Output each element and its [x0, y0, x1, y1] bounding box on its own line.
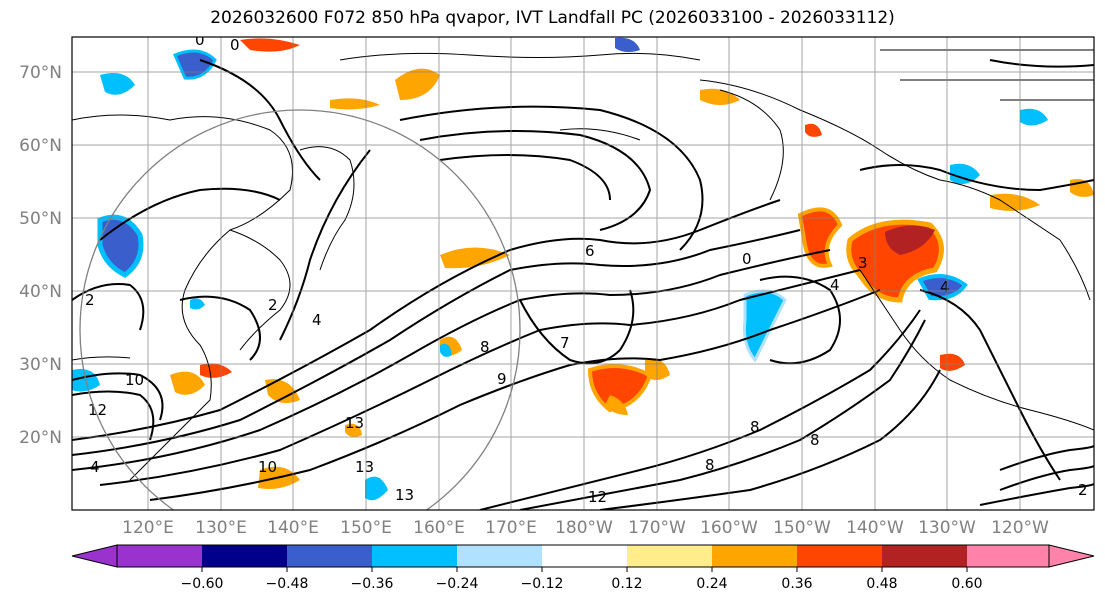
lon-label: 120°W	[991, 518, 1049, 538]
colorbar-tick-label: −0.24	[436, 576, 479, 592]
colorbar-tick-label: −0.12	[521, 576, 564, 592]
contour-label: 3	[858, 254, 868, 272]
lon-label: 170°E	[485, 518, 537, 538]
colorbar-segment	[797, 545, 882, 567]
contour-label: 2	[1078, 481, 1088, 499]
colorbar-outline	[116, 544, 1050, 568]
lon-label: 160°W	[700, 518, 758, 538]
lon-label: 140°E	[267, 518, 319, 538]
colorbar-tick-label: −0.60	[181, 576, 224, 592]
colorbar-segment	[542, 545, 627, 567]
colorbar-segment	[287, 545, 372, 567]
lon-label: 120°E	[122, 518, 174, 538]
lon-label: 180°W	[555, 518, 613, 538]
contour-label: 2	[268, 296, 278, 314]
colorbar-tick-label: 0.24	[696, 576, 727, 592]
gridlines	[72, 37, 1094, 510]
colorbar-ticks	[201, 567, 968, 572]
contour-label: 0	[742, 250, 752, 268]
contour-label: 8	[750, 418, 760, 436]
colorbar-segment	[712, 545, 797, 567]
lon-label: 150°E	[340, 518, 392, 538]
contour-label: 13	[395, 486, 414, 504]
lon-label: 170°W	[628, 518, 686, 538]
lat-label: 30°N	[19, 355, 62, 375]
contour-label: 13	[345, 414, 364, 432]
contour-label: 0	[195, 31, 205, 49]
contour-label: 8	[810, 431, 820, 449]
colorbar-segment	[117, 545, 202, 567]
colorbar-max-extend	[1048, 544, 1095, 568]
colorbar-segment	[967, 545, 1049, 567]
contour-label: 4	[830, 276, 840, 294]
colorbar-segment	[202, 545, 287, 567]
colorbar: −0.60 −0.48 −0.36 −0.24 −0.12 0.12 0.24 …	[71, 544, 1095, 592]
contour-label: 8	[480, 338, 490, 356]
longitude-labels: 120°E 130°E 140°E 150°E 160°E 170°E 180°…	[122, 518, 1049, 538]
map-title: 2026032600 F072 850 hPa qvapor, IVT Land…	[210, 8, 895, 28]
colorbar-segment	[372, 545, 457, 567]
contour-label: 9	[497, 370, 507, 388]
ivt-contours	[72, 59, 1094, 510]
colorbar-min-extend	[71, 544, 118, 568]
colorbar-segment	[457, 545, 542, 567]
contour-label: 13	[355, 458, 374, 476]
contour-label: 12	[588, 488, 607, 506]
lon-label: 150°W	[773, 518, 831, 538]
colorbar-tick-label: 0.12	[611, 576, 642, 592]
contour-label: 4	[90, 458, 100, 476]
latitude-labels: 70°N 60°N 50°N 40°N 30°N 20°N	[19, 63, 62, 448]
coastlines	[72, 49, 1094, 481]
contour-label: 6	[585, 242, 595, 260]
lat-label: 50°N	[19, 209, 62, 229]
contour-label: 10	[258, 458, 277, 476]
colorbar-tick-label: 0.36	[781, 576, 812, 592]
lon-label: 130°E	[195, 518, 247, 538]
map-frame	[71, 36, 1095, 511]
landfall-region-circle	[79, 109, 521, 510]
lat-label: 60°N	[19, 136, 62, 156]
colorbar-tick-label: −0.36	[351, 576, 394, 592]
colorbar-segment	[882, 545, 967, 567]
colorbar-tick-label: −0.48	[266, 576, 309, 592]
lon-label: 140°W	[846, 518, 904, 538]
contour-label: 8	[705, 456, 715, 474]
colorbar-tick-label: 0.48	[866, 576, 897, 592]
colorbar-tick-label: 0.60	[951, 576, 982, 592]
contour-label: 10	[125, 371, 144, 389]
lon-label: 160°E	[413, 518, 465, 538]
contour-label: 4	[940, 278, 950, 296]
lat-label: 20°N	[19, 428, 62, 448]
lon-label: 130°W	[918, 518, 976, 538]
contour-label-group: 13 12 10 8 8 7 6 4 3 2 0 13 4 2 2 0 0 4 …	[85, 31, 1088, 506]
lat-label: 70°N	[19, 63, 62, 83]
contour-label: 7	[560, 334, 570, 352]
contour-label: 4	[312, 311, 322, 329]
contour-label: 0	[230, 36, 240, 54]
contour-label: 2	[85, 291, 95, 309]
lat-label: 40°N	[19, 282, 62, 302]
colorbar-segment	[627, 545, 712, 567]
